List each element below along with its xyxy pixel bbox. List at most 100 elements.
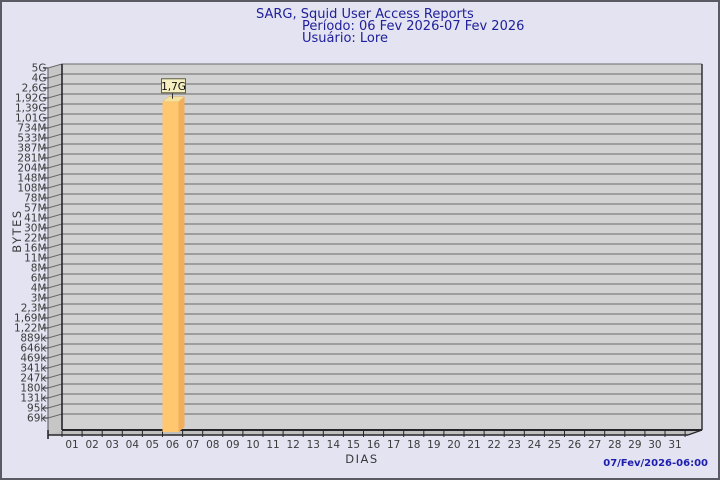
wall-tick-line bbox=[47, 153, 63, 159]
wall-tick-line bbox=[47, 63, 63, 69]
y-tick-label: 5G bbox=[32, 63, 47, 75]
y-tick-label: 734M bbox=[17, 123, 46, 135]
y-tick-label: 8M bbox=[31, 263, 47, 275]
page-title: SARG, Squid User Access Reports bbox=[256, 7, 474, 22]
x-tick-label: 25 bbox=[548, 439, 561, 451]
y-tick-label: 3M bbox=[31, 293, 47, 305]
y-tick-label: 4G bbox=[32, 73, 47, 85]
y-tick-label: 16M bbox=[24, 243, 46, 255]
x-tick-label: 11 bbox=[266, 439, 279, 451]
wall-tick-line bbox=[47, 253, 63, 259]
floor-right-edge bbox=[687, 429, 703, 436]
y-tick-label: 204M bbox=[17, 163, 46, 175]
x-tick-label: 18 bbox=[407, 439, 420, 451]
x-axis-title: DIAS bbox=[345, 452, 378, 466]
y-tick-label: 281M bbox=[17, 153, 46, 165]
x-tick-label: 29 bbox=[628, 439, 641, 451]
x-tick-label: 03 bbox=[106, 439, 119, 451]
y-tick-label: 387M bbox=[17, 143, 46, 155]
x-tick-label: 17 bbox=[387, 439, 400, 451]
y-tick-label: 1,22M bbox=[14, 323, 46, 335]
x-tick-label: 26 bbox=[568, 439, 582, 451]
y-tick-label: 108M bbox=[17, 183, 46, 195]
x-tick-label: 21 bbox=[467, 439, 480, 451]
wall-tick-line bbox=[47, 333, 63, 339]
y-tick-label: 78M bbox=[24, 193, 46, 205]
x-tick-label: 28 bbox=[608, 439, 621, 451]
y-tick-label: 2,3M bbox=[21, 303, 47, 315]
wall-tick-line bbox=[47, 183, 63, 189]
report-user: Usuário: Lore bbox=[302, 31, 388, 46]
y-tick-label: 247k bbox=[20, 373, 47, 385]
y-tick-label: 131k bbox=[20, 393, 47, 405]
wall-tick-line bbox=[47, 123, 63, 129]
y-tick-label: 95k bbox=[27, 403, 47, 415]
y-tick-label: 69k bbox=[27, 413, 47, 425]
wall-tick-line bbox=[47, 313, 63, 319]
wall-tick-line bbox=[47, 383, 63, 389]
x-tick-label: 23 bbox=[508, 439, 521, 451]
wall-tick-line bbox=[47, 283, 63, 289]
x-tick-label: 07 bbox=[186, 439, 199, 451]
report-period: Período: 06 Fev 2026-07 Fev 2026 bbox=[302, 19, 525, 34]
wall-tick-line bbox=[47, 163, 63, 169]
x-tick-label: 02 bbox=[85, 439, 98, 451]
wall-tick-line bbox=[47, 113, 63, 119]
wall-tick-line bbox=[47, 343, 63, 349]
wall-tick-line bbox=[47, 413, 63, 419]
bar-value-label: 1,7G bbox=[161, 81, 186, 93]
y-tick-label: 57M bbox=[24, 203, 46, 215]
wall-tick-line bbox=[47, 143, 63, 149]
y-axis-title: BYTES bbox=[10, 209, 24, 252]
wall-tick-line bbox=[47, 403, 63, 409]
x-tick-label: 04 bbox=[126, 439, 140, 451]
wall-tick-line bbox=[47, 213, 63, 219]
x-tick-label: 05 bbox=[146, 439, 159, 451]
x-tick-label: 08 bbox=[206, 439, 219, 451]
wall-tick-line bbox=[47, 233, 63, 239]
y-tick-label: 469k bbox=[20, 353, 47, 365]
x-tick-label: 12 bbox=[286, 439, 299, 451]
wall-tick-line bbox=[47, 193, 63, 199]
x-tick-label: 27 bbox=[588, 439, 601, 451]
wall-tick-line bbox=[47, 83, 63, 89]
y-tick-label: 1,92G bbox=[15, 93, 47, 105]
x-tick-label: 30 bbox=[648, 439, 661, 451]
left-wall-3d bbox=[48, 64, 62, 435]
wall-tick-line bbox=[47, 363, 63, 369]
x-tick-label: 15 bbox=[347, 439, 360, 451]
x-tick-label: 13 bbox=[307, 439, 320, 451]
y-tick-label: 341k bbox=[20, 363, 47, 375]
x-tick-label: 20 bbox=[447, 439, 460, 451]
y-tick-label: 889k bbox=[20, 333, 47, 345]
wall-tick-line bbox=[47, 93, 63, 99]
wall-tick-line bbox=[47, 73, 63, 79]
x-tick-label: 31 bbox=[668, 439, 681, 451]
y-tick-label: 180k bbox=[20, 383, 47, 395]
y-tick-label: 1,01G bbox=[15, 113, 47, 125]
x-tick-label: 24 bbox=[528, 439, 542, 451]
x-tick-label: 10 bbox=[246, 439, 259, 451]
wall-tick-line bbox=[47, 173, 63, 179]
y-tick-label: 646k bbox=[20, 343, 47, 355]
usage-bar bbox=[162, 101, 179, 432]
x-tick-label: 01 bbox=[65, 439, 78, 451]
x-tick-label: 06 bbox=[166, 439, 180, 451]
wall-tick-line bbox=[47, 103, 63, 109]
wall-tick-line bbox=[47, 373, 63, 379]
bar-side-face bbox=[178, 96, 185, 432]
floor-3d bbox=[48, 430, 702, 435]
y-tick-label: 148M bbox=[17, 173, 46, 185]
y-tick-label: 11M bbox=[24, 253, 46, 265]
y-tick-label: 30M bbox=[24, 223, 46, 235]
wall-tick-line bbox=[47, 133, 63, 139]
y-tick-label: 2,6G bbox=[22, 83, 47, 95]
wall-tick-line bbox=[47, 203, 63, 209]
generation-timestamp: 07/Fev/2026-06:00 bbox=[603, 458, 708, 469]
wall-tick-line bbox=[47, 263, 63, 269]
wall-tick-line bbox=[47, 323, 63, 329]
y-tick-label: 4M bbox=[31, 283, 47, 295]
wall-tick-line bbox=[47, 273, 63, 279]
x-tick-label: 09 bbox=[226, 439, 239, 451]
